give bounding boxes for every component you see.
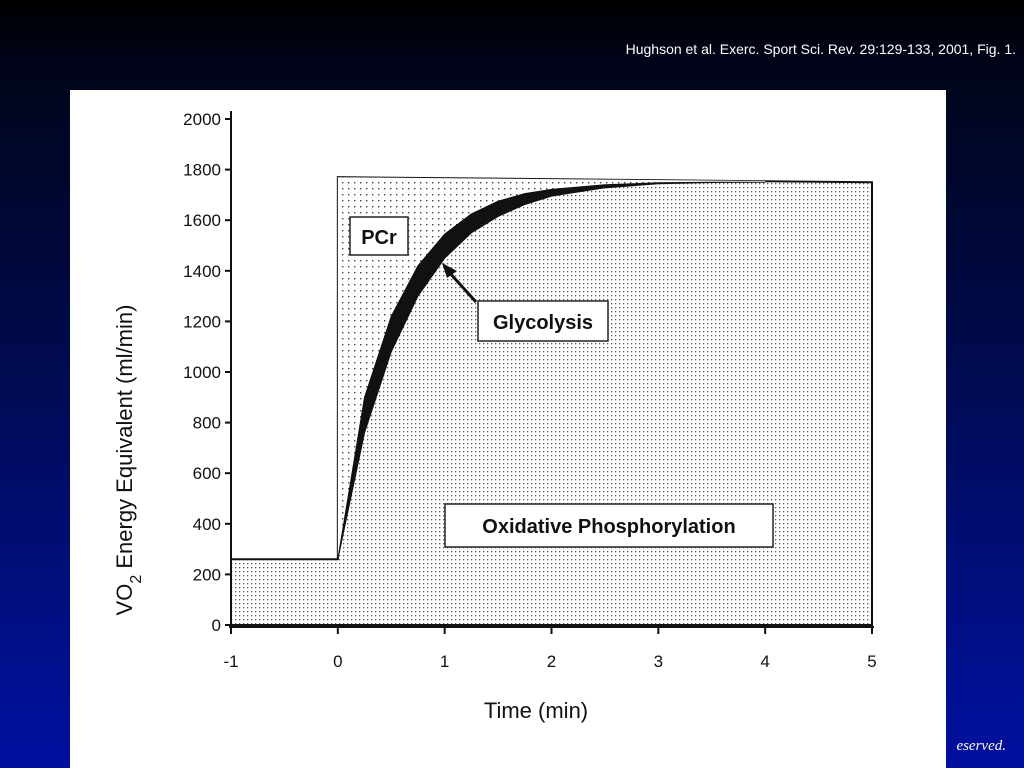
y-tick-label: 400 (193, 515, 221, 534)
x-tick-label: 1 (440, 652, 449, 671)
y-tick-label: 600 (193, 464, 221, 483)
x-tick-label: -1 (223, 652, 238, 671)
y-tick-label: 0 (212, 616, 221, 635)
y-axis-title: VO2 Energy Equivalent (ml/min) (112, 305, 145, 616)
y-tick-label: 1000 (183, 363, 221, 382)
x-tick-label: 0 (333, 652, 342, 671)
x-tick-label: 4 (760, 652, 769, 671)
y-tick-label: 2000 (183, 110, 221, 129)
oxidative-label: Oxidative Phosphorylation (482, 516, 735, 538)
y-tick-label: 1200 (183, 312, 221, 331)
x-tick-label: 5 (867, 652, 876, 671)
plot-area (230, 176, 873, 626)
y-tick-label: 1400 (183, 262, 221, 281)
y-tick-label: 200 (193, 565, 221, 584)
footer-text: eserved. (956, 738, 1006, 754)
pcr-area (337, 177, 766, 560)
pcr-label-box: PCr (349, 216, 409, 256)
glycolysis-label: Glycolysis (493, 312, 593, 334)
oxidative-label-box: Oxidative Phosphorylation (444, 503, 774, 548)
glycolysis-arrow (442, 263, 478, 304)
y-tick-label: 1800 (183, 161, 221, 180)
x-tick-label: 2 (547, 652, 556, 671)
y-tick-label: 800 (193, 414, 221, 433)
x-axis-title: Time (min) (484, 698, 588, 723)
figure-panel: 0 200 400 600 800 1000 1200 1400 1600 1800 2000 -1 0… (70, 90, 946, 768)
demand-area (230, 176, 873, 626)
citation-text: Hughson et al. Exerc. Sport Sci. Rev. 29… (625, 41, 1016, 57)
glycolysis-label-box: Glycolysis (477, 300, 609, 342)
y-tick-label: 1600 (183, 211, 221, 230)
glycolysis-band (337, 181, 766, 560)
pcr-label: PCr (361, 227, 397, 249)
x-tick-label: 3 (654, 652, 663, 671)
